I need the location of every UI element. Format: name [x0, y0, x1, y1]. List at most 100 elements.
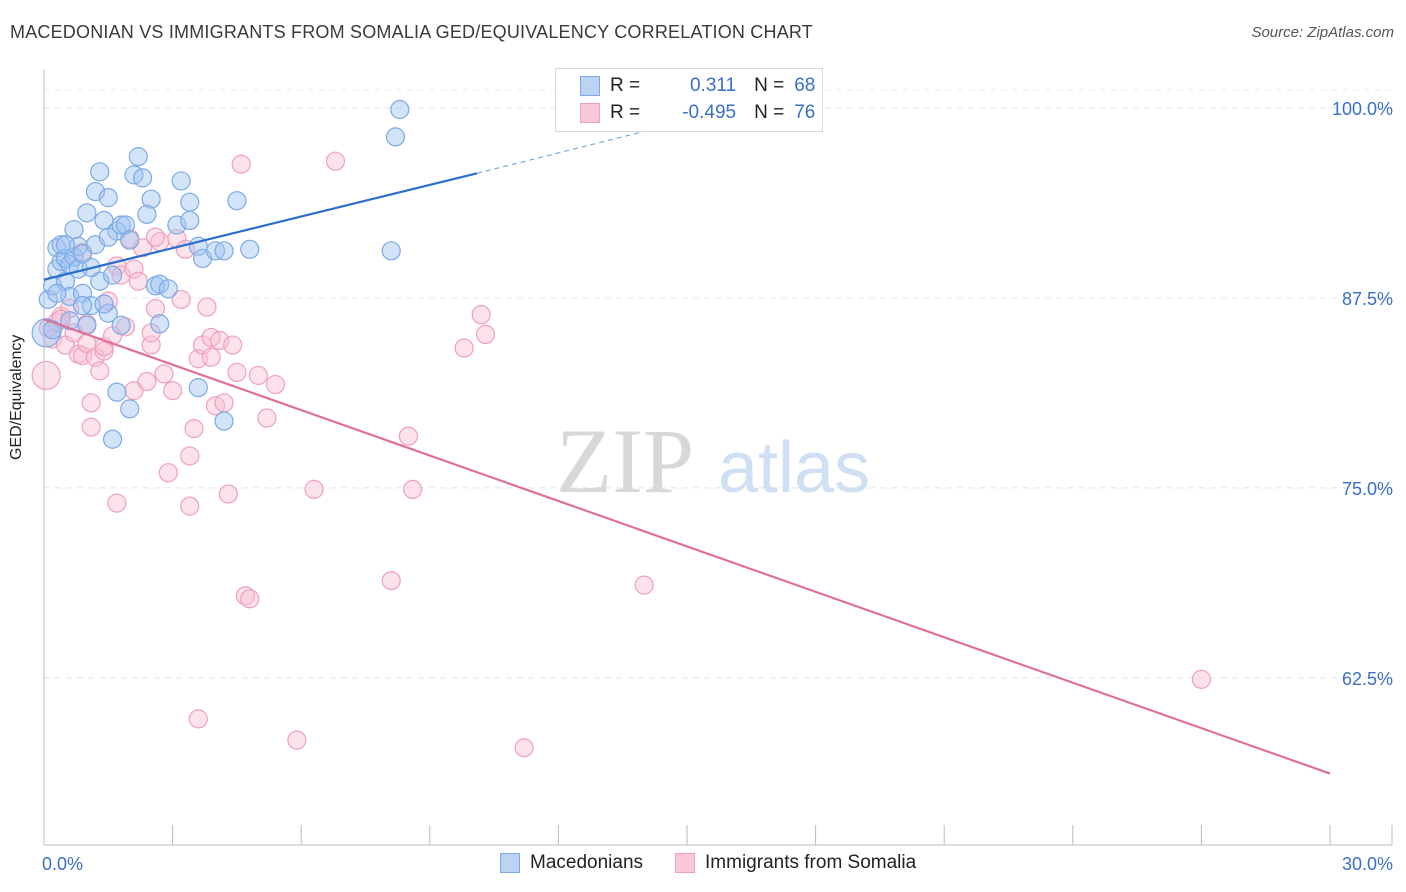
- point-macedonians: [158, 279, 178, 299]
- point-somalia: [197, 297, 217, 317]
- legend-swatch-pink: [580, 103, 600, 123]
- point-macedonians: [171, 171, 191, 191]
- point-somalia: [145, 227, 166, 247]
- y-tick-label: 62.5%: [1342, 669, 1393, 689]
- point-macedonians: [102, 429, 123, 449]
- watermark-atlas: atlas: [718, 428, 870, 508]
- legend-swatch-blue: [580, 76, 600, 96]
- point-somalia: [154, 364, 174, 384]
- point-macedonians: [90, 162, 110, 182]
- legend-label-macedonians: Macedonians: [530, 852, 644, 873]
- point-somalia: [214, 393, 234, 413]
- point-somalia: [163, 381, 183, 401]
- trend-line-macedonians: [43, 172, 478, 281]
- legend-item-somalia: Immigrants from Somalia: [675, 852, 916, 874]
- point-macedonians: [390, 99, 410, 120]
- point-macedonians: [47, 283, 67, 303]
- point-somalia: [514, 738, 534, 758]
- point-somalia: [471, 305, 491, 325]
- point-macedonians: [107, 382, 127, 402]
- legend-r-label: R =: [610, 75, 641, 96]
- point-macedonians: [141, 189, 161, 209]
- point-macedonians: [102, 265, 123, 285]
- tick-labels: 62.5% 75.0% 87.5% 100.0% 0.0% 30.0%: [42, 99, 1393, 874]
- legend-row-somalia: R = -0.495 N = 76: [580, 100, 815, 126]
- point-somalia: [90, 361, 110, 381]
- point-macedonians: [55, 235, 76, 255]
- point-somalia: [403, 479, 423, 500]
- source-label: Source: ZipAtlas.com: [1251, 24, 1394, 41]
- point-somalia: [287, 730, 307, 750]
- point-macedonians: [72, 295, 93, 316]
- point-macedonians: [167, 215, 187, 235]
- point-macedonians: [132, 168, 153, 188]
- point-somalia: [128, 271, 148, 291]
- point-somalia: [180, 446, 200, 466]
- point-macedonians: [120, 230, 140, 250]
- point-macedonians: [180, 210, 200, 231]
- point-somalia: [398, 426, 418, 446]
- chart-title: MACEDONIAN VS IMMIGRANTS FROM SOMALIA GE…: [10, 22, 813, 42]
- trend-line-somalia: [43, 318, 1331, 775]
- point-somalia: [107, 493, 127, 513]
- point-somalia: [223, 335, 243, 355]
- point-somalia: [218, 484, 238, 504]
- series-somalia-points: [31, 151, 1212, 758]
- point-macedonians: [214, 411, 234, 431]
- point-macedonians: [227, 191, 247, 211]
- point-somalia: [201, 347, 221, 367]
- point-macedonians: [98, 227, 118, 247]
- point-somalia: [634, 575, 654, 595]
- y-tick-label: 100.0%: [1332, 99, 1393, 119]
- point-macedonians: [180, 192, 200, 212]
- point-macedonians: [60, 311, 80, 331]
- x-tick-label-start: 0.0%: [42, 854, 83, 874]
- point-somalia: [304, 479, 324, 500]
- point-macedonians: [137, 204, 157, 224]
- point-somalia: [81, 393, 101, 413]
- series-macedonians-points: [31, 99, 410, 449]
- point-somalia: [231, 154, 251, 174]
- point-macedonians: [150, 314, 170, 334]
- point-somalia: [1191, 669, 1212, 689]
- x-tick-label-end: 30.0%: [1342, 854, 1393, 874]
- point-somalia: [145, 298, 166, 319]
- legend-r-label: R =: [610, 102, 641, 123]
- point-somalia: [454, 338, 474, 358]
- point-macedonians: [94, 294, 114, 314]
- point-macedonians: [128, 147, 148, 167]
- point-somalia: [188, 709, 208, 729]
- point-macedonians: [98, 188, 118, 208]
- axes: [43, 70, 1393, 846]
- point-somalia: [381, 570, 401, 591]
- legend-r-value: 0.311: [689, 75, 737, 96]
- point-macedonians: [115, 215, 136, 235]
- point-macedonians: [77, 203, 97, 223]
- point-somalia: [81, 417, 101, 437]
- point-somalia: [171, 289, 191, 310]
- watermark: ZIP atlas: [556, 410, 870, 512]
- point-somalia: [265, 374, 286, 395]
- point-somalia: [31, 360, 61, 391]
- point-macedonians: [385, 127, 406, 147]
- point-macedonians: [98, 303, 118, 323]
- point-macedonians: [111, 315, 131, 335]
- y-tick-label: 87.5%: [1342, 289, 1393, 309]
- point-macedonians: [188, 377, 208, 398]
- point-somalia: [180, 496, 200, 516]
- point-somalia: [184, 419, 204, 439]
- legend-swatch-pink: [675, 853, 696, 873]
- legend-n-label: N =: [754, 75, 785, 96]
- point-somalia: [210, 330, 230, 351]
- point-macedonians: [214, 241, 234, 261]
- point-somalia: [325, 151, 346, 171]
- legend-label-somalia: Immigrants from Somalia: [705, 852, 917, 873]
- correlation-legend: R = 0.311 N = 68 R = -0.495 N = 76: [555, 68, 823, 132]
- point-somalia: [240, 589, 260, 609]
- point-somalia: [158, 463, 178, 483]
- point-somalia: [124, 259, 144, 279]
- point-somalia: [257, 408, 277, 428]
- point-somalia: [94, 341, 114, 361]
- point-macedonians: [120, 399, 140, 419]
